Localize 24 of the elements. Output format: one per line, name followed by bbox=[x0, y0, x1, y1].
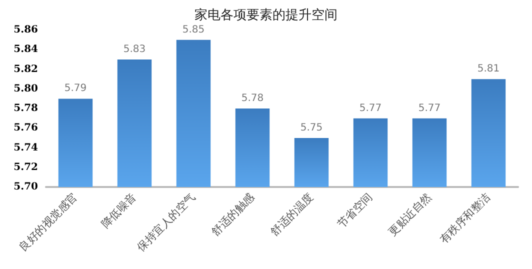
x-tick-label: 舒适的触感 bbox=[209, 190, 258, 238]
y-tick-label: 5.70 bbox=[14, 182, 38, 192]
y-tick-label: 5.86 bbox=[14, 24, 38, 36]
y-tick-label: 5.72 bbox=[14, 162, 38, 173]
data-label: 5.78 bbox=[241, 93, 264, 104]
data-label: 5.85 bbox=[182, 24, 205, 36]
x-tick-label: 良好的视觉感官 bbox=[16, 190, 80, 254]
data-label: 5.77 bbox=[418, 102, 441, 114]
y-tick-label: 5.78 bbox=[14, 103, 38, 114]
y-tick-label: 5.80 bbox=[14, 83, 38, 94]
x-tick-label: 节省空间 bbox=[334, 190, 376, 231]
x-tick-label: 更贴近自然 bbox=[386, 190, 434, 238]
data-label: 5.75 bbox=[300, 122, 323, 134]
y-tick-label: 5.82 bbox=[14, 64, 38, 75]
x-tick-label: 舒适的温度 bbox=[268, 190, 316, 238]
y-tick-label: 5.74 bbox=[14, 142, 38, 154]
data-label: 5.81 bbox=[477, 64, 500, 75]
y-tick-label: 5.84 bbox=[14, 44, 38, 56]
data-label: 5.83 bbox=[123, 44, 146, 55]
x-tick-label: 有秩序和整洁 bbox=[437, 190, 494, 246]
data-label: 5.77 bbox=[359, 102, 382, 114]
data-label: 5.79 bbox=[64, 83, 87, 94]
chart-title: 家电各项要素的提升空间 bbox=[194, 7, 338, 23]
y-tick-label: 5.76 bbox=[14, 122, 38, 134]
